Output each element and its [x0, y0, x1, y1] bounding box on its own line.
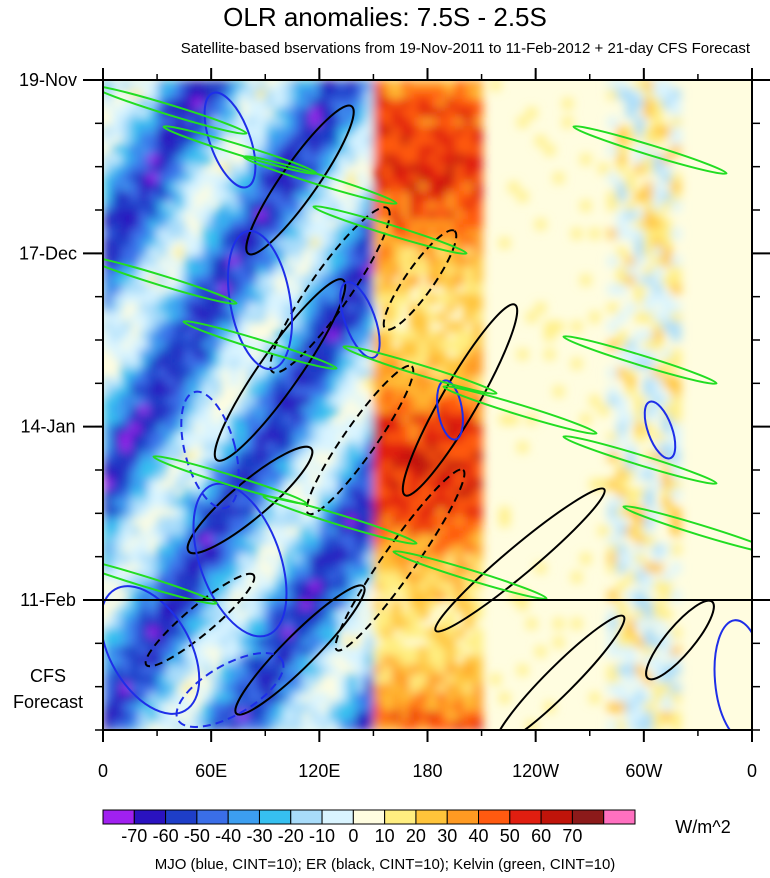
er-contour: [213, 278, 347, 462]
colorbar-label: -70: [121, 826, 147, 846]
colorbar-label: 70: [562, 826, 582, 846]
colorbar-label: 0: [348, 826, 358, 846]
contour-legend: MJO (blue, CINT=10); ER (black, CINT=10)…: [154, 856, 616, 873]
mjo-contour: [339, 281, 381, 359]
colorbar-label: 50: [500, 826, 520, 846]
colorbar-label: -40: [215, 826, 241, 846]
x-tick-label: 120E: [298, 761, 340, 781]
x-tick-label: 0: [98, 761, 108, 781]
x-tick-label: 180: [412, 761, 442, 781]
er-contour: [305, 364, 415, 516]
mjo-contour: [103, 585, 201, 715]
er-contour: [234, 584, 366, 716]
kelvin-contour: [242, 155, 398, 205]
colorbar-swatch: [352, 809, 386, 825]
colorbar-swatch: [384, 809, 417, 825]
chart-title: OLR anomalies: 7.5S - 2.5S: [223, 2, 547, 32]
kelvin-contour: [312, 205, 468, 255]
olr-anomaly-field: [103, 80, 752, 730]
kelvin-contour: [562, 435, 718, 485]
er-contour: [401, 303, 519, 497]
kelvin-contour: [103, 255, 238, 305]
forecast-label-line1: CFS: [30, 666, 66, 686]
forecast-label-line2: Forecast: [13, 692, 83, 712]
mjo-contour: [713, 619, 752, 730]
colorbar-swatch: [133, 809, 167, 825]
er-contour: [334, 468, 466, 652]
kelvin-contour: [392, 550, 548, 600]
er-contour: [269, 206, 391, 374]
mjo-contour: [192, 482, 288, 638]
colorbar-swatch: [165, 809, 198, 825]
kelvin-contour: [572, 125, 728, 175]
colorbar-label: -20: [278, 826, 304, 846]
x-tick-label: 0: [747, 761, 757, 781]
colorbar-label: -60: [153, 826, 179, 846]
colorbar-swatch: [258, 809, 292, 825]
colorbar-swatch: [290, 809, 323, 825]
colorbar-label: 60: [531, 826, 551, 846]
er-contour: [144, 572, 256, 668]
mjo-contour: [175, 652, 285, 728]
colorbar-label: 10: [375, 826, 395, 846]
x-tick-label: 60E: [195, 761, 227, 781]
colorbar-swatch: [446, 809, 480, 825]
kelvin-contour: [562, 335, 718, 385]
colorbar-swatch: [415, 809, 448, 825]
colorbar-swatch: [509, 809, 542, 825]
colorbar-swatch: [321, 809, 354, 825]
mjo-contour: [436, 379, 464, 441]
colorbar: -70 -60 -50 -40 -30 -20 -10 0 10 20 30 40 50 60 70: [102, 809, 636, 846]
chart-subtitle: Satellite-based bservations from 19-Nov-…: [180, 40, 750, 57]
kelvin-contour: [182, 320, 338, 370]
mjo-contour: [643, 400, 677, 460]
colorbar-swatch: [540, 809, 573, 825]
kelvin-contour: [152, 455, 308, 505]
y-tick-label: 14-Jan: [20, 417, 75, 437]
colorbar-label: -30: [246, 826, 272, 846]
colorbar-swatch: [102, 809, 135, 825]
y-tick-label: 19-Nov: [19, 70, 77, 90]
colorbar-label: 40: [469, 826, 489, 846]
y-tick-label: 17-Dec: [19, 243, 77, 263]
er-contour: [494, 614, 626, 730]
mjo-contour: [227, 229, 293, 371]
colorbar-swatch: [478, 809, 511, 825]
colorbar-swatch: [603, 809, 636, 825]
er-contour: [645, 599, 715, 681]
axes: 19-Nov 17-Dec 14-Jan 11-Feb 0 60E 120E 180 120W 6…: [19, 68, 770, 781]
colorbar-label: 30: [437, 826, 457, 846]
colorbar-swatch: [571, 809, 605, 825]
colorbar-swatch: [227, 809, 260, 825]
colorbar-label: -10: [309, 826, 335, 846]
kelvin-contour: [622, 505, 752, 555]
mjo-contour: [180, 390, 240, 510]
colorbar-label: 20: [406, 826, 426, 846]
er-contour: [434, 487, 606, 633]
er-contour: [382, 229, 458, 331]
colorbar-units: W/m^2: [675, 817, 730, 837]
kelvin-contour: [262, 495, 418, 545]
kelvin-contour: [342, 345, 498, 395]
wave-contours: [103, 85, 752, 730]
y-tick-label: 11-Feb: [20, 590, 76, 610]
er-contour: [245, 104, 355, 256]
kelvin-contour: [442, 385, 598, 435]
kelvin-contour: [103, 555, 218, 605]
x-tick-label: 60W: [625, 761, 662, 781]
colorbar-swatch: [196, 809, 229, 825]
colorbar-label: -50: [184, 826, 210, 846]
x-tick-label: 120W: [512, 761, 559, 781]
kelvin-contour: [103, 85, 248, 135]
